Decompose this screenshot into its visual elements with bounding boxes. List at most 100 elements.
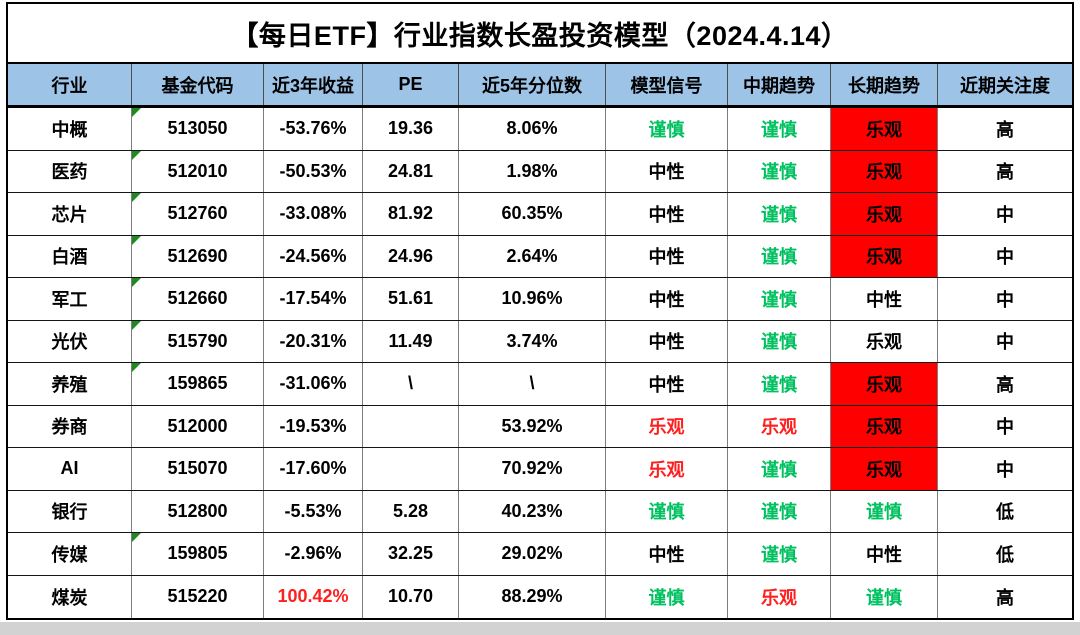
cell-attention[interactable]: 中 — [996, 289, 1014, 310]
cell-model[interactable]: 乐观 — [606, 405, 728, 447]
cell-pe[interactable]: 11.49 — [363, 320, 459, 362]
cell-pe[interactable] — [363, 448, 459, 490]
cell-code[interactable]: 512690 — [132, 235, 264, 277]
header-model[interactable]: 模型信号 — [606, 64, 728, 105]
cell-code[interactable]: 159865 — [132, 363, 264, 405]
cell-mid[interactable]: 乐观 — [728, 575, 831, 618]
cell-long[interactable]: 乐观 — [831, 320, 938, 362]
cell-industry[interactable]: 白酒 — [8, 235, 132, 277]
cell-long[interactable]: 乐观 — [831, 405, 938, 447]
cell-mid[interactable]: 谨慎 — [728, 193, 831, 235]
cell-mid[interactable]: 谨慎 — [728, 533, 831, 575]
cell-pe[interactable]: 81.92 — [363, 193, 459, 235]
cell-model[interactable]: 中性 — [606, 193, 728, 235]
header-pe[interactable]: PE — [363, 64, 459, 105]
cell-attention[interactable]: 低 — [996, 544, 1014, 565]
cell-code[interactable]: 512760 — [132, 193, 264, 235]
cell-pct5y[interactable]: 53.92% — [459, 405, 606, 447]
cell-ret3y[interactable]: -50.53% — [264, 150, 363, 192]
header-pct5y[interactable]: 近5年分位数 — [459, 64, 606, 105]
cell-model[interactable]: 中性 — [606, 235, 728, 277]
cell-industry[interactable]: AI — [8, 448, 132, 490]
cell-code[interactable]: 512800 — [132, 490, 264, 532]
cell-industry[interactable]: 中概 — [8, 108, 132, 150]
cell-long[interactable]: 乐观 — [831, 363, 938, 405]
cell-ret3y[interactable]: 100.42% — [264, 575, 363, 618]
cell-pe[interactable]: 24.81 — [363, 150, 459, 192]
cell-ret3y[interactable]: -5.53% — [264, 490, 363, 532]
cell-ret3y[interactable]: -31.06% — [264, 363, 363, 405]
cell-pct5y[interactable]: 1.98% — [459, 150, 606, 192]
cell-ret3y[interactable]: -19.53% — [264, 405, 363, 447]
cell-ret3y[interactable]: -53.76% — [264, 108, 363, 150]
cell-long[interactable]: 中性 — [831, 278, 938, 320]
cell-pct5y[interactable]: 70.92% — [459, 448, 606, 490]
cell-model[interactable]: 中性 — [606, 150, 728, 192]
cell-code[interactable]: 515790 — [132, 320, 264, 362]
cell-mid[interactable]: 谨慎 — [728, 235, 831, 277]
cell-industry[interactable]: 银行 — [8, 490, 132, 532]
cell-pe[interactable]: 19.36 — [363, 108, 459, 150]
header-long[interactable]: 长期趋势 — [831, 64, 938, 105]
cell-long[interactable]: 乐观 — [831, 235, 938, 277]
cell-mid[interactable]: 谨慎 — [728, 320, 831, 362]
cell-pe[interactable]: 32.25 — [363, 533, 459, 575]
cell-model[interactable]: 谨慎 — [606, 490, 728, 532]
cell-model[interactable]: 乐观 — [606, 448, 728, 490]
cell-ret3y[interactable]: -20.31% — [264, 320, 363, 362]
cell-mid[interactable]: 谨慎 — [728, 150, 831, 192]
cell-pct5y[interactable]: \ — [459, 363, 606, 405]
cell-mid[interactable]: 谨慎 — [728, 108, 831, 150]
cell-ret3y[interactable]: -17.60% — [264, 448, 363, 490]
cell-pe[interactable]: 51.61 — [363, 278, 459, 320]
cell-model[interactable]: 中性 — [606, 363, 728, 405]
cell-mid[interactable]: 乐观 — [728, 405, 831, 447]
cell-pct5y[interactable]: 60.35% — [459, 193, 606, 235]
cell-industry[interactable]: 光伏 — [8, 320, 132, 362]
header-ret3y[interactable]: 近3年收益 — [264, 64, 363, 105]
cell-pct5y[interactable]: 88.29% — [459, 575, 606, 618]
cell-code[interactable]: 515070 — [132, 448, 264, 490]
cell-code[interactable]: 159805 — [132, 533, 264, 575]
cell-attention[interactable]: 中 — [996, 332, 1014, 353]
cell-code[interactable]: 515220 — [132, 575, 264, 618]
cell-industry[interactable]: 煤炭 — [8, 575, 132, 618]
cell-pe[interactable]: 10.70 — [363, 575, 459, 618]
cell-code[interactable]: 513050 — [132, 108, 264, 150]
cell-code[interactable]: 512010 — [132, 150, 264, 192]
cell-industry[interactable]: 军工 — [8, 278, 132, 320]
cell-attention[interactable]: 低 — [996, 502, 1014, 523]
cell-attention[interactable]: 高 — [996, 162, 1014, 183]
cell-attention[interactable]: 中 — [996, 247, 1014, 268]
cell-pe[interactable]: 5.28 — [363, 490, 459, 532]
cell-mid[interactable]: 谨慎 — [728, 448, 831, 490]
cell-ret3y[interactable]: -24.56% — [264, 235, 363, 277]
cell-pct5y[interactable]: 10.96% — [459, 278, 606, 320]
cell-industry[interactable]: 券商 — [8, 405, 132, 447]
cell-long[interactable]: 中性 — [831, 533, 938, 575]
cell-attention[interactable]: 中 — [996, 459, 1014, 480]
cell-model[interactable]: 谨慎 — [606, 575, 728, 618]
cell-pct5y[interactable]: 29.02% — [459, 533, 606, 575]
cell-pe[interactable]: 24.96 — [363, 235, 459, 277]
cell-industry[interactable]: 传媒 — [8, 533, 132, 575]
cell-pct5y[interactable]: 40.23% — [459, 490, 606, 532]
cell-long[interactable]: 乐观 — [831, 193, 938, 235]
cell-attention[interactable]: 高 — [996, 374, 1014, 395]
cell-ret3y[interactable]: -2.96% — [264, 533, 363, 575]
cell-model[interactable]: 中性 — [606, 533, 728, 575]
cell-attention[interactable]: 高 — [996, 587, 1014, 608]
header-code[interactable]: 基金代码 — [132, 64, 264, 105]
cell-attention[interactable]: 中 — [996, 417, 1014, 438]
cell-pct5y[interactable]: 8.06% — [459, 108, 606, 150]
cell-pe[interactable] — [363, 405, 459, 447]
cell-code[interactable]: 512660 — [132, 278, 264, 320]
cell-long[interactable]: 乐观 — [831, 448, 938, 490]
cell-code[interactable]: 512000 — [132, 405, 264, 447]
cell-long[interactable]: 乐观 — [831, 150, 938, 192]
cell-ret3y[interactable]: -17.54% — [264, 278, 363, 320]
cell-model[interactable]: 中性 — [606, 320, 728, 362]
cell-ret3y[interactable]: -33.08% — [264, 193, 363, 235]
cell-industry[interactable]: 医药 — [8, 150, 132, 192]
cell-attention[interactable]: 高 — [996, 119, 1014, 140]
